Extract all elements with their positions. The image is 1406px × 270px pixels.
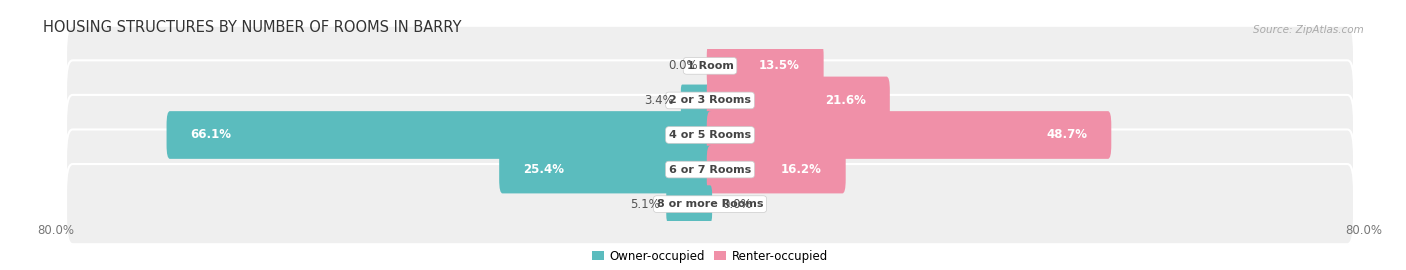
Text: 48.7%: 48.7%	[1046, 129, 1088, 141]
FancyBboxPatch shape	[681, 85, 711, 116]
Text: 6 or 7 Rooms: 6 or 7 Rooms	[669, 164, 751, 175]
FancyBboxPatch shape	[66, 130, 1354, 210]
Text: 4 or 5 Rooms: 4 or 5 Rooms	[669, 130, 751, 140]
Text: 1 Room: 1 Room	[686, 61, 734, 71]
Text: 5.1%: 5.1%	[630, 198, 661, 211]
Legend: Owner-occupied, Renter-occupied: Owner-occupied, Renter-occupied	[586, 245, 834, 267]
Text: 2 or 3 Rooms: 2 or 3 Rooms	[669, 95, 751, 106]
Text: 13.5%: 13.5%	[759, 59, 800, 72]
Text: Source: ZipAtlas.com: Source: ZipAtlas.com	[1253, 25, 1364, 35]
FancyBboxPatch shape	[166, 111, 713, 159]
Text: 3.4%: 3.4%	[644, 94, 673, 107]
FancyBboxPatch shape	[66, 60, 1354, 140]
Text: 66.1%: 66.1%	[190, 129, 231, 141]
FancyBboxPatch shape	[499, 146, 713, 193]
FancyBboxPatch shape	[707, 77, 890, 124]
Text: 0.0%: 0.0%	[723, 198, 752, 211]
FancyBboxPatch shape	[707, 42, 824, 90]
Text: 0.0%: 0.0%	[668, 59, 697, 72]
FancyBboxPatch shape	[66, 164, 1354, 244]
FancyBboxPatch shape	[66, 26, 1354, 106]
Text: 8 or more Rooms: 8 or more Rooms	[657, 199, 763, 209]
Text: HOUSING STRUCTURES BY NUMBER OF ROOMS IN BARRY: HOUSING STRUCTURES BY NUMBER OF ROOMS IN…	[44, 20, 461, 35]
FancyBboxPatch shape	[707, 146, 845, 193]
FancyBboxPatch shape	[666, 185, 711, 223]
FancyBboxPatch shape	[707, 111, 1111, 159]
Text: 25.4%: 25.4%	[523, 163, 564, 176]
Text: 16.2%: 16.2%	[782, 163, 823, 176]
FancyBboxPatch shape	[66, 95, 1354, 175]
Text: 21.6%: 21.6%	[825, 94, 866, 107]
